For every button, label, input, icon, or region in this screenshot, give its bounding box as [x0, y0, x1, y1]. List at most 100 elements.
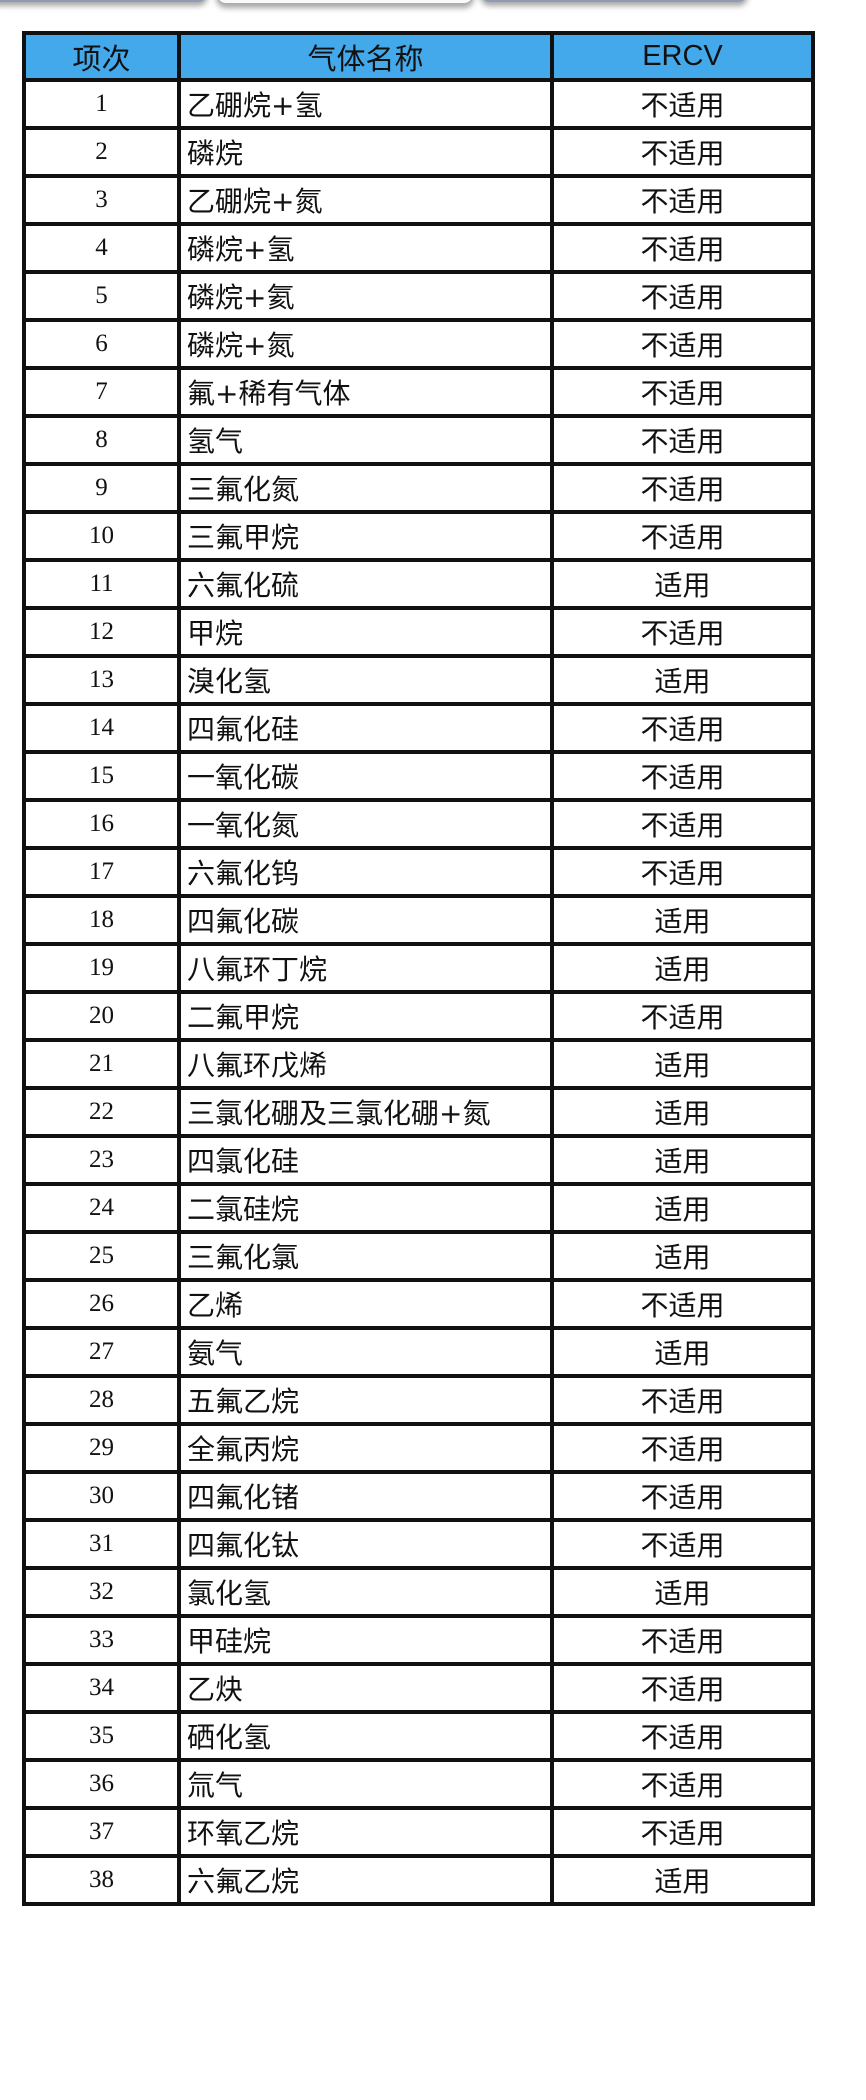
item-no-cell: 38 [22, 1854, 181, 1906]
table-row: 20 二氟甲烷 不适用 [22, 990, 815, 1042]
gas-ercv-table: 项次 气体名称 ERCV 1 乙硼烷+氢 不适用 2 磷烷 不适用 3 乙硼烷+氮 不适用 4 磷烷… [22, 31, 815, 1906]
item-no-cell: 27 [22, 1326, 181, 1378]
item-no-cell: 14 [22, 702, 181, 754]
ercv-cell: 适用 [550, 1086, 815, 1138]
item-no-cell: 15 [22, 750, 181, 802]
item-no-cell: 23 [22, 1134, 181, 1186]
ercv-cell: 适用 [550, 1326, 815, 1378]
gas-name-cell: 乙炔 [177, 1662, 554, 1714]
item-no-cell: 5 [22, 270, 181, 322]
item-no-cell: 28 [22, 1374, 181, 1426]
gas-name-cell: 磷烷 [177, 126, 554, 178]
item-no-cell: 8 [22, 414, 181, 466]
item-no-cell: 3 [22, 174, 181, 226]
item-no-cell: 22 [22, 1086, 181, 1138]
table-row: 14 四氟化硅 不适用 [22, 702, 815, 754]
gas-name-cell: 乙烯 [177, 1278, 554, 1330]
ercv-cell: 适用 [550, 1182, 815, 1234]
item-no-cell: 33 [22, 1614, 181, 1666]
top-tab-left[interactable] [0, 0, 208, 2]
header-ercv: ERCV [550, 31, 815, 82]
gas-name-cell: 三氟甲烷 [177, 510, 554, 562]
table-row: 29 全氟丙烷 不适用 [22, 1422, 815, 1474]
table-row: 9 三氟化氮 不适用 [22, 462, 815, 514]
table-row: 38 六氟乙烷 适用 [22, 1854, 815, 1906]
gas-name-cell: 六氟化硫 [177, 558, 554, 610]
table-row: 2 磷烷 不适用 [22, 126, 815, 178]
top-tab-center[interactable] [216, 0, 474, 4]
table-row: 32 氯化氢 适用 [22, 1566, 815, 1618]
ercv-cell: 不适用 [550, 606, 815, 658]
ercv-cell: 适用 [550, 942, 815, 994]
ercv-cell: 不适用 [550, 1806, 815, 1858]
item-no-cell: 34 [22, 1662, 181, 1714]
table-row: 25 三氟化氯 适用 [22, 1230, 815, 1282]
gas-name-cell: 甲硅烷 [177, 1614, 554, 1666]
item-no-cell: 25 [22, 1230, 181, 1282]
gas-name-cell: 四氟化钛 [177, 1518, 554, 1570]
ercv-cell: 不适用 [550, 1758, 815, 1810]
gas-name-cell: 一氧化氮 [177, 798, 554, 850]
item-no-cell: 18 [22, 894, 181, 946]
item-no-cell: 37 [22, 1806, 181, 1858]
ercv-cell: 不适用 [550, 1710, 815, 1762]
item-no-cell: 17 [22, 846, 181, 898]
ercv-cell: 不适用 [550, 1470, 815, 1522]
gas-name-cell: 一氧化碳 [177, 750, 554, 802]
item-no-cell: 4 [22, 222, 181, 274]
item-no-cell: 13 [22, 654, 181, 706]
item-no-cell: 21 [22, 1038, 181, 1090]
gas-name-cell: 乙硼烷+氮 [177, 174, 554, 226]
ercv-cell: 不适用 [550, 126, 815, 178]
item-no-cell: 1 [22, 78, 181, 130]
table-row: 3 乙硼烷+氮 不适用 [22, 174, 815, 226]
gas-name-cell: 乙硼烷+氢 [177, 78, 554, 130]
table-row: 5 磷烷+氦 不适用 [22, 270, 815, 322]
gas-name-cell: 甲烷 [177, 606, 554, 658]
ercv-cell: 不适用 [550, 222, 815, 274]
top-tab-right[interactable] [480, 0, 748, 2]
item-no-cell: 6 [22, 318, 181, 370]
gas-name-cell: 磷烷+氢 [177, 222, 554, 274]
table-row: 19 八氟环丁烷 适用 [22, 942, 815, 994]
item-no-cell: 30 [22, 1470, 181, 1522]
ercv-cell: 适用 [550, 1230, 815, 1282]
item-no-cell: 29 [22, 1422, 181, 1474]
gas-name-cell: 二氯硅烷 [177, 1182, 554, 1234]
ercv-cell: 不适用 [550, 1662, 815, 1714]
table-row: 13 溴化氢 适用 [22, 654, 815, 706]
gas-name-cell: 环氧乙烷 [177, 1806, 554, 1858]
gas-name-cell: 四氟化硅 [177, 702, 554, 754]
table-row: 1 乙硼烷+氢 不适用 [22, 78, 815, 130]
table-row: 24 二氯硅烷 适用 [22, 1182, 815, 1234]
table-row: 10 三氟甲烷 不适用 [22, 510, 815, 562]
table-row: 22 三氯化硼及三氯化硼+氮 适用 [22, 1086, 815, 1138]
gas-name-cell: 四氟化锗 [177, 1470, 554, 1522]
gas-name-cell: 氨气 [177, 1326, 554, 1378]
ercv-cell: 不适用 [550, 1374, 815, 1426]
ercv-cell: 不适用 [550, 318, 815, 370]
ercv-cell: 适用 [550, 654, 815, 706]
table-header-row: 项次 气体名称 ERCV [22, 31, 815, 82]
item-no-cell: 20 [22, 990, 181, 1042]
table-row: 6 磷烷+氮 不适用 [22, 318, 815, 370]
ercv-cell: 不适用 [550, 798, 815, 850]
gas-name-cell: 三氟化氯 [177, 1230, 554, 1282]
item-no-cell: 16 [22, 798, 181, 850]
table-row: 17 六氟化钨 不适用 [22, 846, 815, 898]
gas-name-cell: 三氯化硼及三氯化硼+氮 [177, 1086, 554, 1138]
gas-name-cell: 六氟化钨 [177, 846, 554, 898]
ercv-cell: 适用 [550, 1566, 815, 1618]
table-row: 30 四氟化锗 不适用 [22, 1470, 815, 1522]
item-no-cell: 26 [22, 1278, 181, 1330]
gas-name-cell: 三氟化氮 [177, 462, 554, 514]
table-row: 18 四氟化碳 适用 [22, 894, 815, 946]
gas-name-cell: 氟+稀有气体 [177, 366, 554, 418]
ercv-cell: 不适用 [550, 1614, 815, 1666]
item-no-cell: 7 [22, 366, 181, 418]
table-row: 4 磷烷+氢 不适用 [22, 222, 815, 274]
gas-name-cell: 五氟乙烷 [177, 1374, 554, 1426]
item-no-cell: 10 [22, 510, 181, 562]
ercv-cell: 不适用 [550, 270, 815, 322]
header-item-no: 项次 [22, 31, 181, 82]
